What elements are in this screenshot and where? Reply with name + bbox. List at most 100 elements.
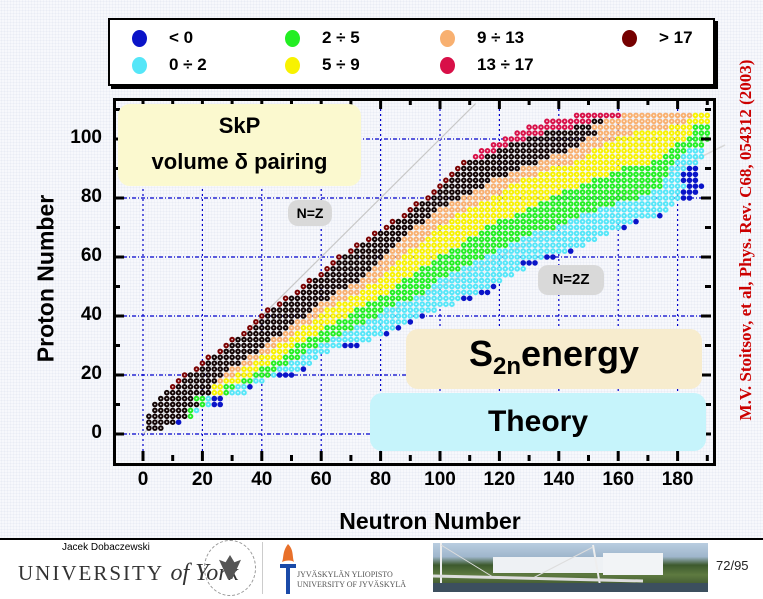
nuclide-point-highlight [397, 238, 400, 241]
nuclide-point-highlight [676, 167, 679, 170]
nuclide-point-highlight [451, 232, 453, 235]
nuclide-point-highlight [427, 250, 429, 253]
nuclide-point [466, 295, 473, 302]
nuclide-point-highlight [154, 409, 156, 412]
nuclide-point-highlight [456, 279, 459, 282]
nuclide-point-highlight [243, 374, 245, 376]
nuclide-point-highlight [403, 309, 406, 311]
nuclide-point [621, 224, 627, 231]
nuclide-point-highlight [296, 309, 299, 311]
nuclide-point-highlight [516, 197, 519, 199]
nuclide-point-highlight [421, 256, 424, 258]
nuclide-point-highlight [249, 326, 251, 329]
nuclide-point-highlight [540, 197, 542, 199]
nuclide-point-highlight [623, 126, 625, 129]
nuclide-point-highlight [439, 285, 441, 288]
nuclide-point-highlight [421, 238, 424, 241]
nuclide-point-highlight [647, 144, 649, 146]
legend-label: 2 ÷ 5 [322, 28, 360, 47]
nuclide-point-highlight [201, 403, 204, 406]
x-tick-label: 60 [310, 469, 332, 490]
nuclide-point-highlight [534, 126, 536, 129]
nuclide-point-highlight [563, 120, 566, 123]
nuclide-point-highlight [344, 338, 346, 341]
nuclide-point-highlight [290, 309, 293, 311]
nuclide-point-highlight [480, 226, 483, 229]
nuclide-point-highlight [456, 191, 459, 194]
nuclide-point-highlight [451, 273, 453, 276]
nuclide-point-highlight [498, 279, 501, 282]
nuclide-point-highlight [486, 232, 489, 235]
nuclide-point-highlight [243, 350, 245, 353]
nuclide-point-highlight [480, 155, 483, 158]
nuclide-point-highlight [415, 267, 418, 270]
legend-item: 13 ÷ 17 [440, 55, 534, 75]
nuclide-point-highlight [379, 303, 382, 306]
nuclide-point-highlight [629, 197, 631, 199]
nuclide-point-highlight [237, 374, 239, 376]
nuclide-point-highlight [373, 285, 376, 288]
nuclide-point [692, 189, 699, 195]
nuclide-point-highlight [510, 185, 513, 188]
nuclide-point-highlight [540, 226, 542, 229]
nuclide-point-highlight [451, 279, 453, 282]
nuclide-point-highlight [225, 385, 228, 388]
nuclide-point-highlight [587, 203, 590, 205]
nuclide-point-highlight [302, 297, 305, 300]
nuclide-point-highlight [641, 149, 643, 152]
nuclide-point-highlight [296, 350, 299, 353]
nuclide-point-highlight [260, 326, 263, 329]
nuclide-point-highlight [165, 409, 168, 412]
nuclide-point-highlight [611, 179, 614, 182]
nuclide-point-highlight [338, 338, 340, 341]
nuclide-point-highlight [522, 226, 525, 229]
nuclide-point-highlight [492, 149, 495, 152]
nuclide-point-highlight [350, 332, 352, 335]
nuclide-point-highlight [623, 214, 625, 217]
nuclide-point-highlight [516, 267, 519, 270]
nuclide-point-highlight [433, 297, 435, 300]
nuclide-point-highlight [504, 149, 507, 152]
nuclide-point-highlight [249, 356, 251, 359]
nuclide-point-highlight [445, 256, 447, 258]
nuclide-point-highlight [284, 309, 287, 311]
nuclide-point-highlight [177, 397, 180, 400]
nuclide-point-highlight [510, 149, 513, 152]
nuclide-point-highlight [498, 144, 501, 146]
nuclide-point-highlight [510, 256, 513, 258]
nuclide-point-highlight [581, 191, 584, 194]
nuclide-point-highlight [314, 344, 317, 347]
nuclide-point-highlight [213, 391, 216, 394]
nuclide-point-highlight [272, 362, 275, 365]
nuclide-point-highlight [338, 262, 340, 264]
nuclide-point-highlight [647, 126, 649, 129]
nuclide-point-highlight [569, 197, 572, 199]
nuclide-point-highlight [468, 244, 471, 247]
nuclide-point-highlight [629, 220, 631, 223]
nuclide-point-highlight [355, 332, 358, 335]
nuclide-point-highlight [456, 291, 459, 294]
nuclide-point-highlight [290, 338, 293, 341]
nuclide-point-highlight [700, 132, 703, 135]
nuclide-point-highlight [296, 326, 299, 329]
nuclide-point-highlight [682, 126, 685, 129]
nuclide-point-highlight [350, 326, 352, 329]
nuclide-point-highlight [415, 256, 418, 258]
nuclide-point-highlight [266, 368, 269, 370]
nuclide-point-highlight [557, 120, 560, 123]
nuclide-point-highlight [534, 191, 536, 194]
nuclide-point-highlight [641, 155, 643, 158]
nuclide-point-highlight [433, 214, 435, 217]
nuclide-point-highlight [385, 279, 388, 282]
nuclide-point-highlight [326, 279, 328, 282]
nuclide-point-highlight [641, 144, 643, 146]
nuclide-point-highlight [534, 173, 536, 176]
nuclide-point-highlight [605, 226, 608, 229]
nuclide-point-highlight [237, 362, 239, 365]
nuclide-point-highlight [605, 208, 608, 211]
nuclide-point-highlight [623, 132, 625, 135]
nuclide-point-highlight [516, 167, 519, 170]
nuclide-point-highlight [647, 149, 649, 152]
nuclide-point-highlight [249, 368, 251, 370]
nuclide-point-highlight [421, 214, 424, 217]
